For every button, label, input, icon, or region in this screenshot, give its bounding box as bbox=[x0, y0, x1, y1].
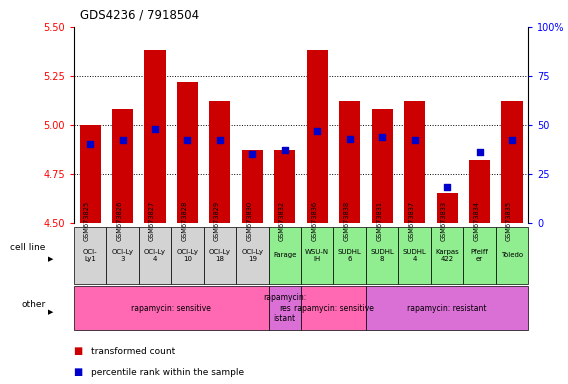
Point bbox=[378, 134, 387, 140]
Text: SUDHL
6: SUDHL 6 bbox=[338, 249, 362, 262]
Text: OCI-Ly
3: OCI-Ly 3 bbox=[111, 249, 133, 262]
Bar bbox=[177, 82, 198, 223]
Text: OCI-Ly
19: OCI-Ly 19 bbox=[241, 249, 264, 262]
Text: GSM673831: GSM673831 bbox=[376, 201, 382, 241]
Point bbox=[313, 127, 322, 134]
Text: GSM673827: GSM673827 bbox=[149, 201, 155, 241]
Text: ▶: ▶ bbox=[48, 256, 53, 262]
Text: GSM673836: GSM673836 bbox=[311, 201, 318, 241]
Text: GSM673826: GSM673826 bbox=[116, 201, 123, 241]
Bar bbox=[371, 109, 392, 223]
Text: GSM673834: GSM673834 bbox=[474, 201, 479, 241]
Bar bbox=[431, 227, 463, 284]
Point bbox=[507, 137, 516, 144]
Text: ▶: ▶ bbox=[48, 309, 53, 315]
Text: GDS4236 / 7918504: GDS4236 / 7918504 bbox=[80, 8, 199, 21]
Point bbox=[475, 149, 484, 155]
Bar bbox=[496, 227, 528, 284]
Bar bbox=[204, 227, 236, 284]
Text: GSM673832: GSM673832 bbox=[279, 201, 285, 241]
Text: OCI-Ly
18: OCI-Ly 18 bbox=[209, 249, 231, 262]
Bar bbox=[398, 227, 431, 284]
Point bbox=[442, 184, 452, 190]
Text: GSM673837: GSM673837 bbox=[408, 201, 415, 241]
Text: ■: ■ bbox=[74, 367, 86, 377]
Text: GSM673825: GSM673825 bbox=[84, 201, 90, 241]
Text: OCI-Ly
10: OCI-Ly 10 bbox=[177, 249, 198, 262]
Text: SUDHL
4: SUDHL 4 bbox=[403, 249, 427, 262]
Point bbox=[280, 147, 289, 153]
Text: GSM673835: GSM673835 bbox=[506, 201, 512, 241]
Text: percentile rank within the sample: percentile rank within the sample bbox=[91, 368, 244, 377]
Bar bbox=[242, 150, 263, 223]
Text: OCI-
Ly1: OCI- Ly1 bbox=[83, 249, 97, 262]
Bar bbox=[404, 101, 425, 223]
Bar bbox=[106, 227, 139, 284]
Bar bbox=[333, 227, 366, 284]
Bar bbox=[236, 227, 269, 284]
Point bbox=[410, 137, 419, 144]
Bar bbox=[210, 101, 231, 223]
Bar bbox=[469, 160, 490, 223]
Bar bbox=[463, 227, 496, 284]
Point bbox=[215, 137, 224, 144]
Text: OCI-Ly
4: OCI-Ly 4 bbox=[144, 249, 166, 262]
Point bbox=[183, 137, 192, 144]
Text: GSM673828: GSM673828 bbox=[181, 201, 187, 241]
Text: Pfeiff
er: Pfeiff er bbox=[471, 249, 488, 262]
Bar bbox=[366, 227, 398, 284]
Bar bbox=[139, 227, 171, 284]
Bar bbox=[274, 150, 295, 223]
Bar bbox=[502, 101, 523, 223]
Text: rapamycin: resistant: rapamycin: resistant bbox=[407, 304, 487, 313]
Bar bbox=[74, 227, 106, 284]
Bar bbox=[366, 286, 528, 330]
Bar bbox=[74, 286, 269, 330]
Bar bbox=[339, 101, 360, 223]
Text: rapamycin: sensitive: rapamycin: sensitive bbox=[131, 304, 211, 313]
Text: WSU-N
IH: WSU-N IH bbox=[305, 249, 329, 262]
Text: GSM673833: GSM673833 bbox=[441, 201, 447, 241]
Bar bbox=[301, 227, 333, 284]
Bar bbox=[307, 50, 328, 223]
Text: Karpas
422: Karpas 422 bbox=[435, 249, 459, 262]
Point bbox=[118, 137, 127, 144]
Bar bbox=[301, 286, 366, 330]
Text: ■: ■ bbox=[74, 346, 86, 356]
Text: SUDHL
8: SUDHL 8 bbox=[370, 249, 394, 262]
Bar bbox=[144, 50, 165, 223]
Bar bbox=[112, 109, 133, 223]
Point bbox=[151, 126, 160, 132]
Text: GSM673830: GSM673830 bbox=[247, 201, 252, 241]
Bar bbox=[171, 227, 204, 284]
Bar bbox=[437, 193, 458, 223]
Point bbox=[86, 141, 95, 147]
Text: Toledo: Toledo bbox=[501, 252, 523, 258]
Text: rapamycin: sensitive: rapamycin: sensitive bbox=[294, 304, 373, 313]
Point bbox=[345, 136, 354, 142]
Bar bbox=[269, 227, 301, 284]
Point bbox=[248, 151, 257, 157]
Bar bbox=[269, 286, 301, 330]
Text: other: other bbox=[21, 300, 45, 309]
Text: Farage: Farage bbox=[273, 252, 296, 258]
Text: GSM673829: GSM673829 bbox=[214, 201, 220, 241]
Text: rapamycin:
res
istant: rapamycin: res istant bbox=[263, 293, 307, 323]
Text: GSM673838: GSM673838 bbox=[344, 201, 350, 241]
Text: transformed count: transformed count bbox=[91, 347, 175, 356]
Bar bbox=[80, 125, 101, 223]
Text: cell line: cell line bbox=[10, 243, 45, 252]
